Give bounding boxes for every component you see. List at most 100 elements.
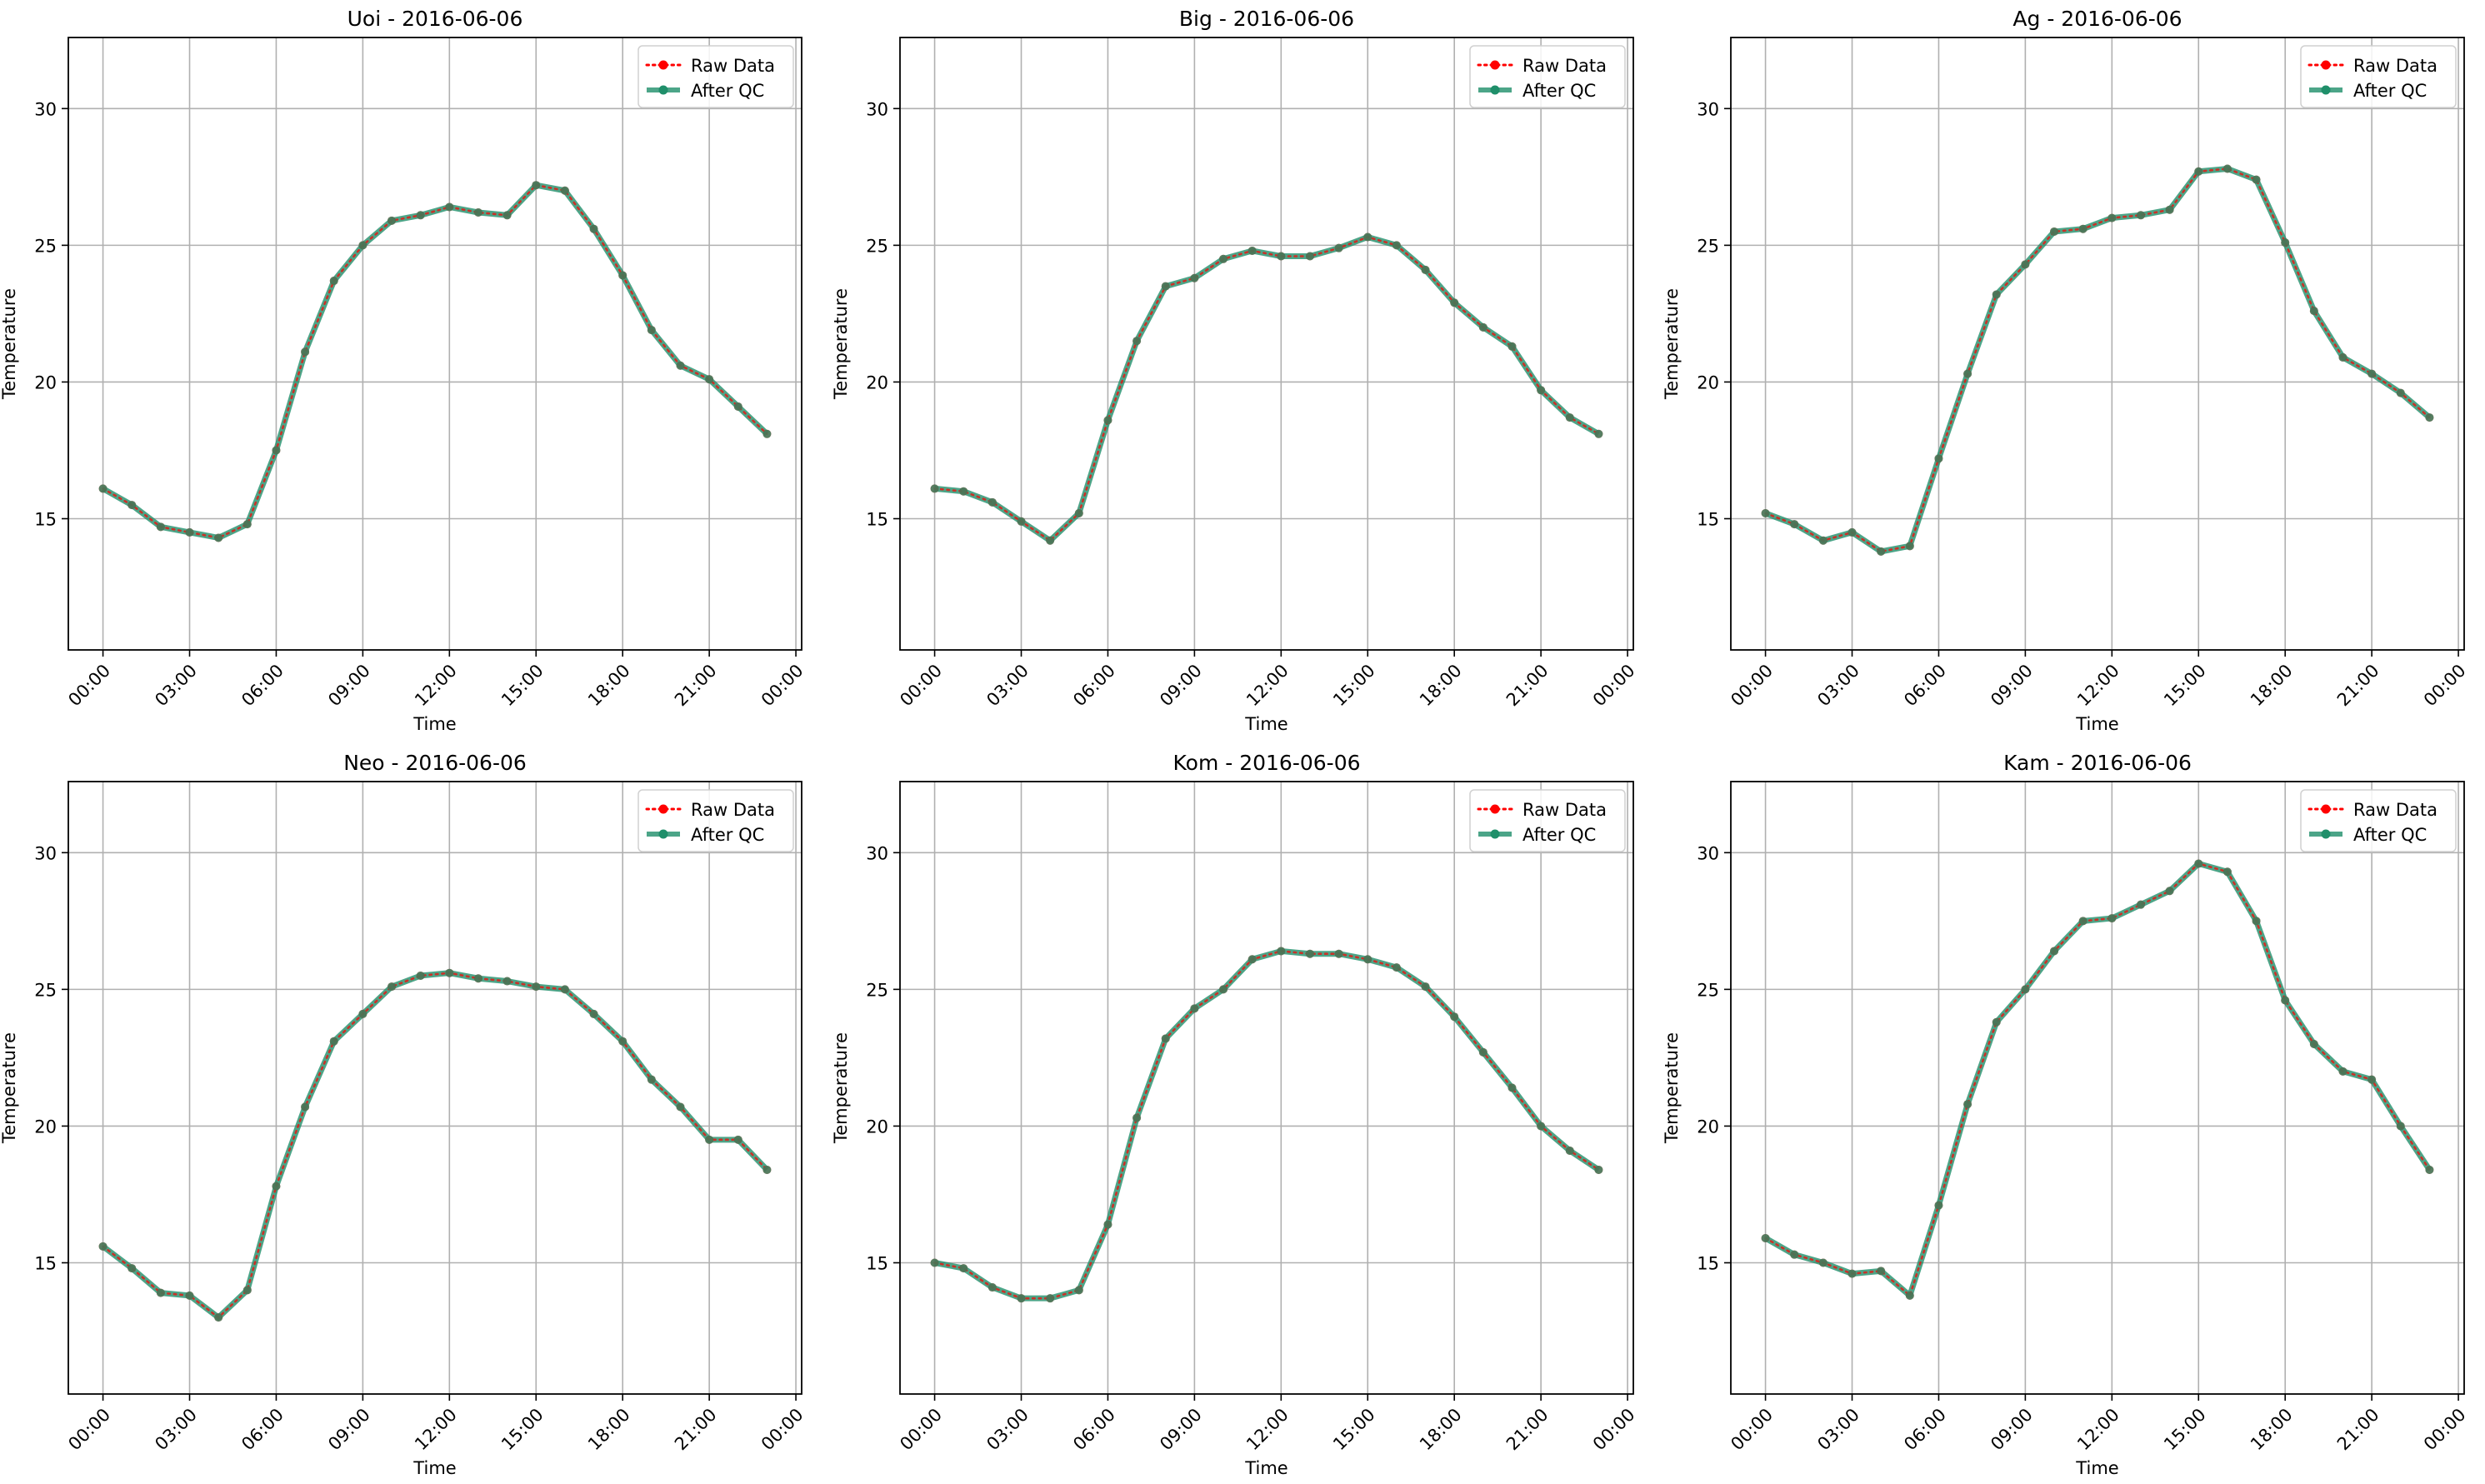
y-tick-label: 20 bbox=[866, 372, 888, 392]
chart-title: Kom - 2016-06-06 bbox=[1173, 751, 1361, 775]
legend-label-after-qc: After QC bbox=[2353, 81, 2427, 101]
x-tick-label: 00:00 bbox=[64, 661, 114, 711]
y-axis-label: Temperature bbox=[1662, 288, 1682, 400]
after-qc-point bbox=[214, 1313, 223, 1322]
after-qc-point bbox=[1508, 342, 1517, 351]
y-axis-label: Temperature bbox=[0, 1032, 19, 1144]
x-tick-label: 03:00 bbox=[151, 1405, 201, 1455]
after-qc-point bbox=[647, 326, 656, 335]
x-tick-label: 21:00 bbox=[1502, 661, 1552, 711]
after-qc-point bbox=[388, 982, 397, 992]
after-qc-point bbox=[2050, 947, 2059, 956]
x-axis-ticks: 00:00 03:00 06:00 09:00 12:00 15:00 18:00 21:00… bbox=[1727, 1394, 2470, 1455]
legend-raw-marker bbox=[1490, 804, 1500, 814]
after-qc-point bbox=[560, 985, 569, 994]
after-qc-point bbox=[1248, 955, 1257, 964]
after-qc-point bbox=[272, 1182, 281, 1191]
legend-raw-marker bbox=[658, 804, 668, 814]
after-qc-point bbox=[1046, 536, 1055, 545]
x-tick-label: 18:00 bbox=[584, 661, 634, 711]
after-qc-point bbox=[988, 497, 997, 507]
after-qc-point bbox=[156, 522, 165, 532]
x-tick-label: 21:00 bbox=[2333, 661, 2383, 711]
y-tick-label: 15 bbox=[34, 1254, 57, 1274]
axes-frame bbox=[1730, 37, 2465, 651]
x-tick-label: 00:00 bbox=[896, 1405, 946, 1455]
x-tick-label: 03:00 bbox=[1813, 1405, 1863, 1455]
after-qc-point bbox=[2165, 205, 2174, 214]
x-axis-ticks: 00:00 03:00 06:00 09:00 12:00 15:00 18:00 21:00… bbox=[1727, 650, 2470, 711]
y-axis-ticks: 15 20 25 30 bbox=[34, 843, 68, 1274]
after-qc-point bbox=[1761, 1233, 1770, 1242]
raw-data-line bbox=[1764, 862, 2431, 1298]
subplot-3: 00:00 03:00 06:00 09:00 12:00 15:00 18:00 21:00… bbox=[1662, 7, 2470, 734]
y-tick-label: 20 bbox=[1697, 1117, 1719, 1137]
x-tick-label: 00:00 bbox=[2420, 661, 2470, 711]
after-qc-point bbox=[1450, 1012, 1459, 1022]
x-tick-label: 12:00 bbox=[1242, 661, 1292, 711]
after-qc-point bbox=[1934, 1201, 1943, 1210]
y-tick-label: 30 bbox=[866, 843, 888, 863]
after-qc-point bbox=[1963, 1100, 1972, 1109]
x-tick-label: 09:00 bbox=[324, 1405, 374, 1455]
x-tick-label: 12:00 bbox=[2073, 1405, 2123, 1455]
y-tick-label: 15 bbox=[1697, 510, 1719, 530]
after-qc-point bbox=[676, 1102, 685, 1112]
after-qc-point bbox=[705, 375, 714, 384]
after-qc-point bbox=[502, 211, 512, 220]
x-tick-label: 12:00 bbox=[2073, 661, 2123, 711]
after-qc-point bbox=[128, 1264, 137, 1273]
legend-raw-marker bbox=[2321, 60, 2331, 70]
x-tick-label: 15:00 bbox=[2160, 661, 2210, 711]
legend-label-after-qc: After QC bbox=[1522, 81, 1596, 101]
x-tick-label: 00:00 bbox=[1727, 1405, 1777, 1455]
legend: Raw Data After QC bbox=[2300, 45, 2457, 108]
after-qc-point bbox=[560, 186, 569, 195]
grid-lines bbox=[1731, 782, 2464, 1394]
x-axis-ticks: 00:00 03:00 06:00 09:00 12:00 15:00 18:00 21:00… bbox=[64, 1394, 808, 1455]
after-qc-point bbox=[532, 982, 541, 992]
after-qc-point bbox=[733, 1135, 742, 1144]
axes-frame bbox=[68, 781, 802, 1395]
after-qc-point bbox=[2078, 917, 2088, 926]
after-qc-point bbox=[959, 487, 968, 496]
after-qc-point bbox=[1103, 1220, 1112, 1229]
after-qc-point bbox=[1305, 252, 1314, 261]
after-qc-point bbox=[388, 216, 397, 225]
grid-lines bbox=[68, 782, 802, 1394]
after-qc-point bbox=[1392, 241, 1401, 250]
after-qc-point bbox=[762, 1165, 772, 1174]
y-tick-label: 20 bbox=[866, 1117, 888, 1137]
after-qc-point bbox=[1450, 298, 1459, 307]
legend-label-after-qc: After QC bbox=[1522, 825, 1596, 845]
after-qc-point bbox=[1478, 322, 1488, 332]
after-qc-point bbox=[647, 1075, 656, 1084]
after-qc-point bbox=[329, 1037, 338, 1046]
x-tick-label: 15:00 bbox=[1329, 661, 1379, 711]
after-qc-point bbox=[1790, 1250, 1799, 1259]
after-qc-point bbox=[242, 1286, 252, 1295]
after-qc-point bbox=[1017, 1294, 1026, 1303]
after-qc-point bbox=[2252, 917, 2261, 926]
legend-label-raw-data: Raw Data bbox=[1522, 56, 1607, 76]
axes-frame bbox=[68, 37, 802, 651]
y-tick-label: 15 bbox=[1697, 1254, 1719, 1274]
after-qc-point bbox=[1334, 949, 1343, 958]
x-tick-label: 12:00 bbox=[411, 661, 461, 711]
after-qc-point bbox=[2368, 1075, 2377, 1084]
after-qc-point bbox=[1905, 1291, 1914, 1300]
after-qc-point bbox=[1277, 947, 1286, 956]
y-tick-label: 25 bbox=[34, 236, 57, 256]
x-tick-label: 03:00 bbox=[982, 661, 1032, 711]
after-qc-line bbox=[933, 947, 1601, 1302]
after-qc-point bbox=[329, 277, 338, 286]
after-qc-point bbox=[2021, 260, 2030, 269]
y-tick-label: 25 bbox=[866, 236, 888, 256]
y-tick-label: 25 bbox=[1697, 236, 1719, 256]
legend-label-raw-data: Raw Data bbox=[2353, 56, 2438, 76]
y-axis-ticks: 15 20 25 30 bbox=[866, 843, 900, 1274]
axes-frame bbox=[899, 781, 1634, 1395]
x-axis-label: Time bbox=[1244, 1458, 1288, 1478]
grid-lines bbox=[1731, 37, 2464, 650]
after-qc-point bbox=[2222, 867, 2232, 877]
